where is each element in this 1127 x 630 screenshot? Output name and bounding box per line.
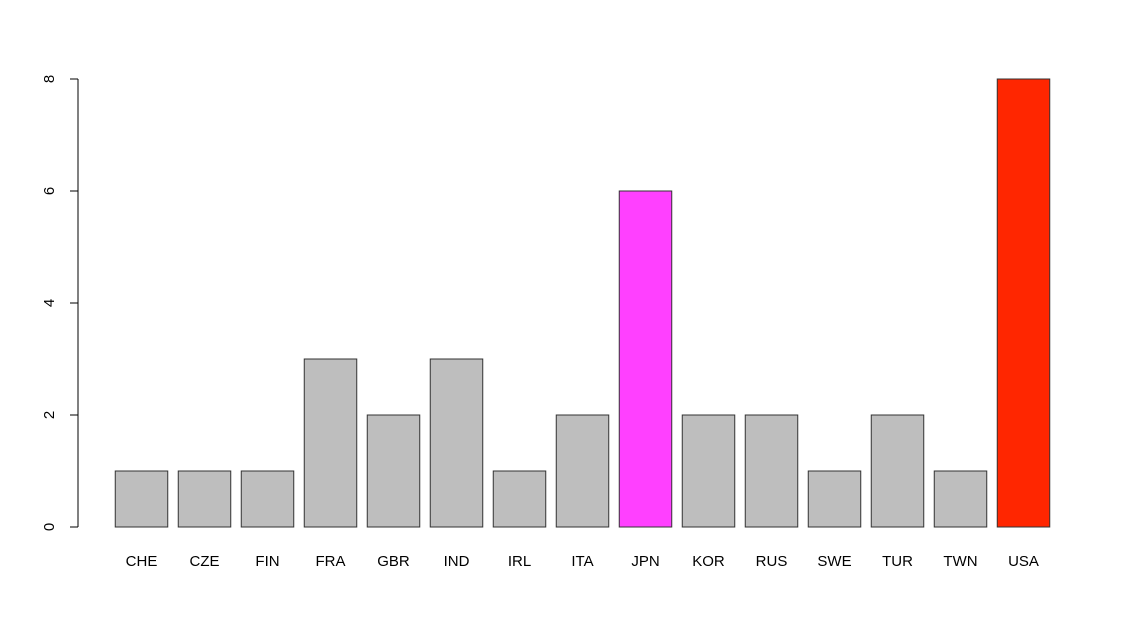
y-tick-label: 6	[41, 187, 58, 195]
bar	[933, 470, 988, 528]
y-tick-label: 2	[41, 411, 58, 419]
x-tick-label: IRL	[508, 553, 531, 570]
x-tick-label: TWN	[943, 553, 977, 570]
bar	[114, 470, 169, 528]
y-tick-label: 0	[41, 523, 58, 531]
x-tick-label: KOR	[692, 553, 725, 570]
bar	[744, 414, 799, 528]
x-tick-label: SWE	[817, 553, 851, 570]
bar	[618, 190, 673, 528]
y-tick-label: 4	[41, 299, 58, 307]
bar	[807, 470, 862, 528]
x-tick-label: IND	[444, 553, 470, 570]
bar	[555, 414, 610, 528]
bar	[366, 414, 421, 528]
x-tick-label: GBR	[377, 553, 410, 570]
y-tick-label: 8	[41, 75, 58, 83]
x-tick-label: TUR	[882, 553, 913, 570]
x-tick-label: USA	[1008, 553, 1039, 570]
x-tick-label: JPN	[631, 553, 659, 570]
bar	[303, 358, 358, 528]
bar	[492, 470, 547, 528]
x-tick-label: FRA	[316, 553, 346, 570]
x-tick-label: RUS	[756, 553, 788, 570]
bar	[870, 414, 925, 528]
x-tick-label: CZE	[190, 553, 220, 570]
x-tick-label: ITA	[571, 553, 593, 570]
bar	[429, 358, 484, 528]
x-tick-label: CHE	[126, 553, 158, 570]
bar	[240, 470, 295, 528]
x-tick-label: FIN	[255, 553, 279, 570]
bar	[996, 78, 1051, 528]
bar	[681, 414, 736, 528]
bar	[177, 470, 232, 528]
